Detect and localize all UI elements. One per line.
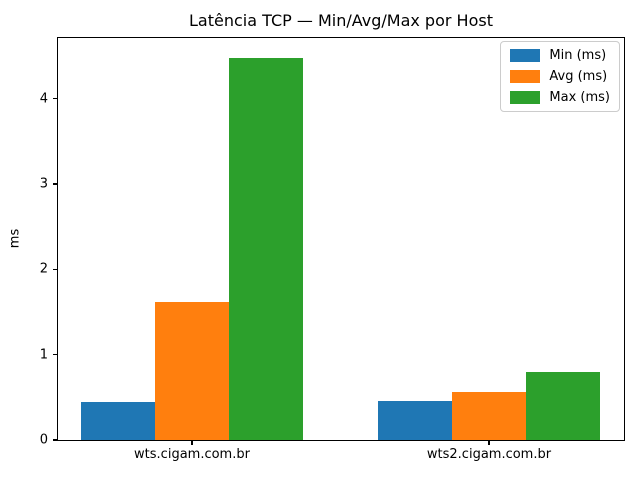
bar-avg-wts.cigam.com.br	[155, 301, 229, 440]
y-tick-label-2: 2	[39, 261, 48, 277]
y-tick-3	[53, 183, 58, 185]
y-tick-4	[53, 97, 58, 100]
bar-max-wts2.cigam.com.br	[526, 371, 600, 440]
legend-label: Min (ms)	[549, 48, 607, 63]
x-tick-label-wts.cigam.com.br: wts.cigam.com.br	[134, 447, 250, 462]
y-tick-1	[53, 353, 58, 356]
y-tick-label-4: 4	[39, 91, 48, 107]
bar-avg-wts2.cigam.com.br	[452, 392, 526, 440]
x-tick-wts2.cigam.com.br	[488, 440, 490, 445]
legend-label: Max (ms)	[549, 90, 610, 105]
legend-swatch-max	[510, 91, 541, 104]
legend-swatch-avg	[510, 70, 541, 83]
legend-swatch-min	[510, 49, 541, 62]
plot-area: Min (ms) Avg (ms) Max (ms) 0 1 2 3 4 wts.cigam.…	[40, 37, 625, 462]
legend-item-avg: Avg (ms)	[510, 69, 610, 84]
chart-title: Latência TCP — Min/Avg/Max por Host	[189, 11, 493, 30]
bar-min-wts2.cigam.com.br	[378, 400, 452, 440]
y-tick-label-3: 3	[39, 176, 48, 192]
legend-item-min: Min (ms)	[510, 48, 610, 63]
x-tick-label-wts2.cigam.com.br: wts2.cigam.com.br	[426, 447, 552, 462]
y-tick-label-0: 0	[39, 432, 48, 448]
y-tick-label-1: 1	[39, 347, 48, 363]
legend-item-max: Max (ms)	[510, 90, 610, 105]
legend-label: Avg (ms)	[549, 69, 608, 84]
bar-min-wts.cigam.com.br	[81, 401, 155, 440]
y-tick-2	[53, 268, 58, 271]
x-tick-wts.cigam.com.br	[191, 440, 193, 445]
y-axis-label: ms	[7, 228, 23, 249]
legend: Min (ms) Avg (ms) Max (ms)	[500, 41, 620, 112]
bar-max-wts.cigam.com.br	[229, 57, 303, 440]
y-tick-0	[53, 439, 58, 441]
